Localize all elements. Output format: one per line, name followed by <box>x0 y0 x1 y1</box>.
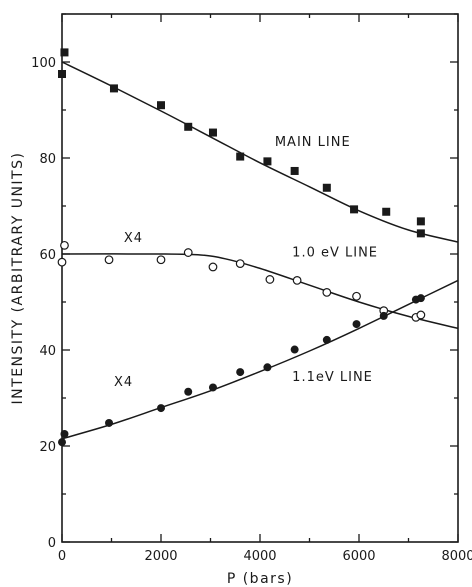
plot-frame <box>61 13 459 543</box>
point-series-1 <box>322 183 331 192</box>
point-series-2 <box>104 255 114 265</box>
y-tick-label: 20 <box>39 440 56 455</box>
point-series-1 <box>350 205 359 214</box>
point-series-2 <box>57 257 67 267</box>
point-series-1 <box>382 207 391 216</box>
y-axis-title: INTENSITY (ARBITRARY UNITS) <box>10 152 26 405</box>
point-series-1 <box>60 48 69 57</box>
tick-labels: 0 2000 4000 6000 8000 0 20 40 60 80 100 <box>31 56 472 564</box>
point-series-3 <box>352 320 361 329</box>
point-series-3 <box>416 294 425 303</box>
point-series-1 <box>263 157 272 166</box>
series-annotation: X4 <box>124 231 143 246</box>
point-series-2 <box>235 259 245 269</box>
point-series-3 <box>105 418 114 427</box>
x-axis-title: P (bars) <box>227 571 293 587</box>
point-series-2 <box>292 276 302 285</box>
point-series-2 <box>156 255 166 265</box>
x-tick-label: 6000 <box>342 549 375 564</box>
fit-line-series-3 <box>61 279 459 440</box>
point-series-1 <box>236 152 245 161</box>
series-annotation: MAIN LINE <box>275 135 351 150</box>
x-tick-label: 0 <box>58 549 66 564</box>
point-series-2 <box>416 310 426 320</box>
point-series-3 <box>184 387 193 396</box>
point-series-3 <box>208 383 217 392</box>
point-series-3 <box>263 363 272 372</box>
point-series-2 <box>265 275 275 284</box>
point-series-1 <box>109 84 118 93</box>
point-series-3 <box>290 345 299 354</box>
y-tick-label: 100 <box>31 56 56 71</box>
point-series-3 <box>60 430 69 438</box>
point-series-1 <box>416 229 425 238</box>
y-tick-label: 40 <box>39 344 56 359</box>
series-annotation: 1.0 eV LINE <box>292 245 378 260</box>
series-annotation: 1.1eV LINE <box>292 370 373 385</box>
point-series-1 <box>416 217 425 226</box>
point-series-2 <box>352 291 361 301</box>
point-series-2 <box>322 288 332 297</box>
point-series-1 <box>208 128 217 137</box>
fit-line-series-2 <box>61 253 459 330</box>
point-series-3 <box>322 335 331 344</box>
point-series-3 <box>157 404 165 413</box>
point-series-2 <box>60 240 69 250</box>
y-tick-label: 0 <box>48 536 56 551</box>
data-markers <box>57 48 426 447</box>
fit-lines <box>61 61 459 440</box>
point-series-3 <box>58 438 66 447</box>
point-series-2 <box>208 262 218 272</box>
point-series-1 <box>184 122 193 131</box>
axis-ticks <box>61 13 459 543</box>
x-tick-label: 2000 <box>144 549 177 564</box>
x-tick-label: 4000 <box>243 549 276 564</box>
point-series-2 <box>183 248 193 257</box>
fit-line-series-1 <box>61 61 459 243</box>
series-annotation: X4 <box>114 375 133 390</box>
point-series-3 <box>379 311 388 320</box>
x-tick-label: 8000 <box>441 549 472 564</box>
point-series-1 <box>157 101 165 110</box>
y-tick-label: 60 <box>39 248 56 263</box>
point-series-1 <box>58 70 66 78</box>
y-tick-label: 80 <box>39 152 56 167</box>
series-annotations: MAIN LINE X4 1.0 eV LINE X4 1.1eV LINE <box>114 135 378 390</box>
point-series-1 <box>290 166 299 175</box>
point-series-3 <box>236 368 245 377</box>
